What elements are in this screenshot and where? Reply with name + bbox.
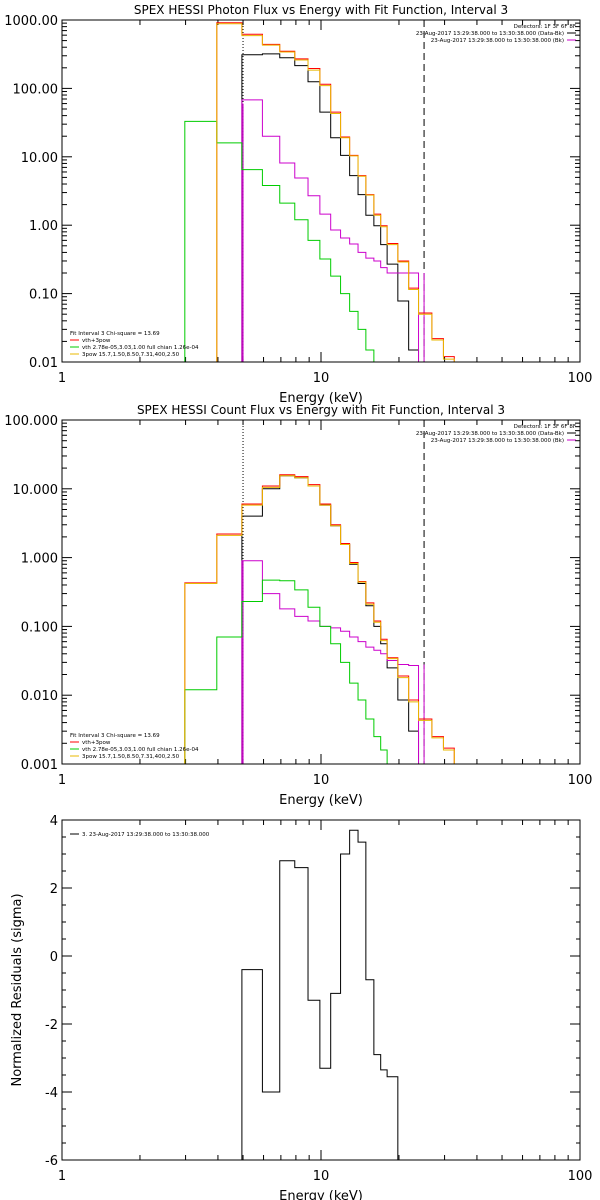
y-tick-label: 0.010 [21,689,58,704]
panel-2: SPEX HESSI Count Flux vs Energy with Fit… [4,403,592,808]
legend-text: 3pow 15.7,1.50,8.50,7.31,400,2.50 [82,352,180,358]
panel-3: Energy (keV) Normalized Residuals (sigma)… [10,814,592,1200]
legend-text: vth 2.78e-05,3.03,1.00 full chian 1.26e-… [82,345,199,351]
legend-text: 23-Aug-2017 13:29:38.000 to 13:30:38.000… [416,431,564,437]
x-tick-label: 10 [313,773,330,788]
legend-text: Fit Interval 3 Chi-square = 13.69 [70,331,160,337]
x-tick-label: 100 [568,1169,593,1184]
series-residuals [241,829,399,1160]
y-tick-label: 100.00 [13,82,59,97]
series-thermal [184,120,375,362]
plot-frame [61,819,581,1161]
y-tick-label: -2 [45,1018,58,1033]
x-tick-label: 100 [568,773,593,788]
y-tick-label: 0.100 [21,620,58,635]
y-tick-label: 4 [50,814,58,829]
series-powerlaw [216,23,455,362]
y-tick-label: 0.01 [29,356,58,371]
legend-text: Fit Interval 3 Chi-square = 13.69 [70,733,160,739]
y-tick-label: 100.000 [4,414,58,429]
x-axis-label: Energy (keV) [279,391,363,406]
y-tick-label: -4 [45,1086,58,1101]
legend-text: 3. 23-Aug-2017 13:29:38.000 to 13:30:38.… [82,832,210,838]
series-bk [241,560,420,764]
x-tick-label: 10 [313,371,330,386]
x-tick-label: 1 [58,773,66,788]
series-bk [241,99,420,362]
legend-text: Detectors: 1F 3F 6F 8F [514,424,576,430]
plot-frame [61,19,581,363]
legend-text: 23-Aug-2017 13:29:38.000 to 13:30:38.000… [431,438,564,444]
legend-text: vth 2.78e-05,3.03,1.00 full chian 1.26e-… [82,747,199,753]
x-tick-label: 10 [313,1169,330,1184]
y-tick-label: 1.00 [29,219,58,234]
legend-text: vth+3pow [82,740,111,746]
series-powerlaw [184,475,465,764]
legend-text: Detectors: 1F 3F 6F 8F [514,24,576,30]
y-tick-label: 0 [50,950,58,965]
legend-text: 23-Aug-2017 13:29:38.000 to 13:30:38.000… [431,38,564,44]
y-axis-label: Normalized Residuals (sigma) [10,893,25,1086]
y-tick-label: 1000.00 [4,14,58,29]
x-tick-label: 1 [58,1169,66,1184]
y-tick-label: 10.000 [13,483,59,498]
x-axis-label: Energy (keV) [279,793,363,808]
chart-title: SPEX HESSI Photon Flux vs Energy with Fi… [134,3,508,17]
panel-1: SPEX HESSI Photon Flux vs Energy with Fi… [4,3,592,406]
legend-text: 3pow 15.7,1.50,8.50,7.31,400,2.50 [82,754,180,760]
y-tick-label: 0.001 [21,758,58,773]
y-tick-label: 10.00 [21,151,58,166]
x-tick-label: 1 [58,371,66,386]
series-total [184,474,465,764]
legend-text: vth+3pow [82,338,111,344]
y-tick-label: 0.10 [29,288,58,303]
y-tick-label: 1.000 [21,552,58,567]
series-data [241,53,420,362]
x-tick-label: 100 [568,371,593,386]
plot-frame [61,419,581,765]
chart-title: SPEX HESSI Count Flux vs Energy with Fit… [137,403,505,417]
legend-text: 23-Aug-2017 13:29:38.000 to 13:30:38.000… [416,31,564,37]
series-thermal [184,579,399,764]
y-tick-label: -6 [45,1154,58,1169]
y-tick-label: 2 [50,882,58,897]
x-axis-label: Energy (keV) [279,1189,363,1200]
